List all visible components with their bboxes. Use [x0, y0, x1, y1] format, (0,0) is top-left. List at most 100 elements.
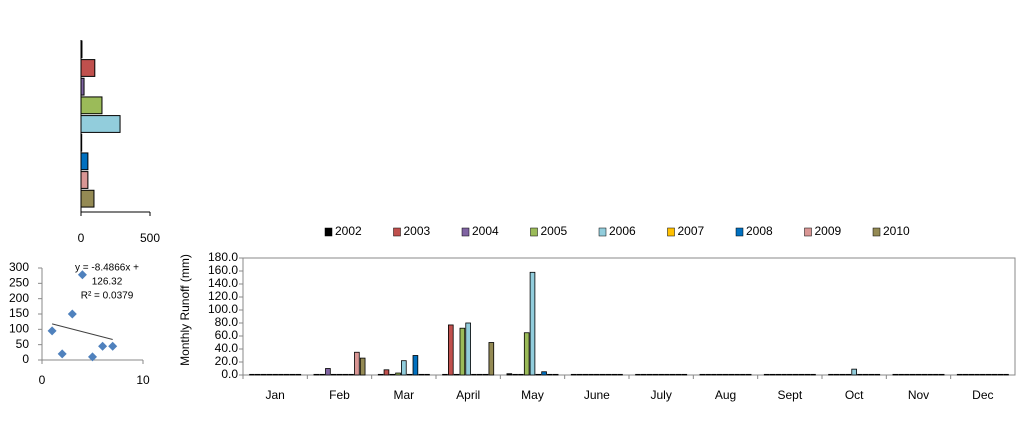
bar — [80, 59, 96, 77]
bar — [845, 373, 852, 376]
bar — [359, 357, 366, 376]
point — [47, 326, 57, 336]
bar — [734, 373, 740, 376]
point — [98, 341, 108, 351]
bar — [471, 373, 477, 376]
point — [88, 352, 97, 362]
bar — [278, 373, 284, 376]
bar — [728, 373, 735, 376]
bar — [80, 77, 85, 96]
bar — [769, 373, 776, 376]
bar — [442, 373, 448, 376]
bar — [991, 373, 998, 376]
bar — [389, 373, 396, 376]
legend-swatch — [735, 227, 744, 237]
y-tick-label: 160.0 — [208, 263, 238, 277]
legend-label: 2005 — [541, 224, 568, 238]
bar — [330, 373, 337, 376]
legend-swatch — [667, 227, 675, 237]
bar — [711, 373, 717, 376]
bar — [547, 373, 553, 376]
bar — [529, 271, 536, 376]
bar — [325, 368, 331, 376]
trendline — [51, 323, 113, 340]
legend-swatch — [461, 227, 470, 237]
bar — [763, 373, 770, 376]
x-tick-label: July — [650, 388, 671, 402]
bar — [904, 373, 910, 376]
bar — [868, 373, 875, 376]
legend-label: 2003 — [404, 224, 431, 238]
y-tick-label: 40.0 — [215, 341, 239, 355]
bar — [652, 373, 659, 376]
point — [67, 309, 77, 319]
bar — [664, 373, 670, 376]
bar — [699, 373, 706, 376]
y-tick-label: 100 — [9, 322, 29, 336]
x-tick-label: Oct — [845, 388, 864, 402]
bar — [465, 322, 471, 376]
trendline-annotation: y = -8.4866x + — [75, 263, 139, 274]
bar — [260, 373, 267, 376]
x-tick-label: Nov — [908, 388, 929, 402]
bar — [535, 373, 542, 376]
bar — [354, 351, 360, 376]
bar — [745, 373, 752, 376]
bar — [915, 373, 922, 376]
bar — [255, 373, 261, 376]
bar — [80, 133, 83, 152]
legend-label: 2004 — [472, 224, 499, 238]
legend-label: 2007 — [678, 224, 705, 238]
y-axis-title: Monthly Runoff (mm) — [178, 254, 192, 366]
bar — [980, 373, 986, 376]
bar — [681, 373, 688, 376]
bar — [927, 373, 933, 376]
bar — [459, 327, 466, 376]
x-tick-label: April — [456, 388, 480, 402]
bar — [582, 373, 589, 376]
x-tick-label: May — [521, 388, 544, 402]
y-tick-label: 80.0 — [215, 315, 239, 329]
bar — [80, 40, 83, 59]
y-tick-label: 200 — [9, 291, 29, 305]
bar — [658, 373, 664, 376]
y-tick-label: 0.0 — [221, 367, 238, 381]
bar — [968, 373, 975, 376]
bar — [635, 373, 641, 376]
bar — [997, 373, 1003, 376]
legend-swatch — [804, 227, 812, 237]
bar — [781, 373, 787, 376]
y-tick-label: 60.0 — [215, 328, 239, 342]
x-tick-label: Aug — [715, 388, 736, 402]
x-tick-label: Jan — [265, 388, 284, 402]
bar — [962, 373, 969, 376]
bar — [401, 360, 407, 376]
bar — [418, 373, 424, 376]
legend-label: 2009 — [815, 224, 842, 238]
x-tick-label: 10 — [136, 373, 150, 387]
bar — [985, 373, 992, 376]
bar — [594, 373, 600, 376]
bar — [857, 373, 863, 376]
bar — [974, 373, 980, 376]
y-tick-label: 150 — [9, 306, 29, 320]
bar — [834, 373, 840, 376]
bar — [740, 373, 746, 376]
legend-swatch — [530, 227, 538, 237]
bar — [336, 373, 343, 376]
bar — [377, 373, 384, 376]
bar — [617, 373, 623, 376]
bar — [839, 373, 846, 376]
bar — [80, 189, 95, 208]
legend-label: 2006 — [609, 224, 636, 238]
bar — [482, 373, 489, 376]
bar — [383, 369, 390, 376]
trendline-annotation: R² = 0.0379 — [81, 291, 134, 302]
bar — [792, 373, 799, 376]
y-tick-label: 0 — [22, 352, 29, 366]
bar — [506, 373, 513, 376]
bar — [675, 373, 682, 376]
bar — [611, 373, 617, 376]
bar — [295, 373, 302, 376]
